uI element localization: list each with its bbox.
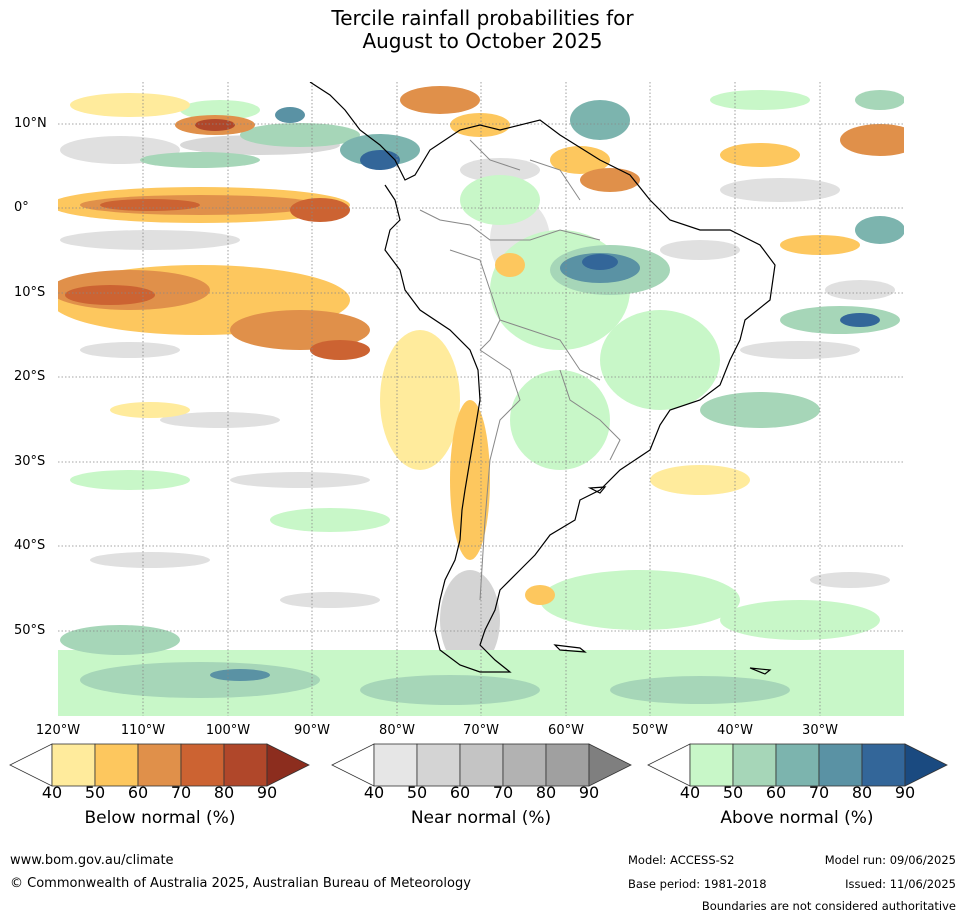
lat-label-30s: 30°S (14, 454, 46, 469)
lon-label-100w: 100°W (205, 723, 251, 738)
tick-label: 50 (84, 783, 106, 802)
tick-label: 50 (406, 783, 428, 802)
tick-label: 80 (213, 783, 235, 802)
lat-label-10n: 10°N (14, 116, 47, 131)
tick-label: 60 (765, 783, 787, 802)
lat-label-10s: 10°S (14, 285, 46, 300)
title-line-1: Tercile rainfall probabilities for (331, 6, 634, 30)
lon-label-90w: 90°W (294, 723, 330, 738)
tick-label: 50 (722, 783, 744, 802)
lon-label-30w: 30°W (802, 723, 838, 738)
colorbar-near-title: Near normal (%) (410, 808, 552, 828)
footer-issued: Issued: 11/06/2025 (845, 877, 956, 891)
footer-model: Model: ACCESS-S2 (628, 853, 735, 867)
lat-label-0: 0° (14, 200, 29, 215)
tick-label: 40 (363, 783, 385, 802)
footer-base-period: Base period: 1981-2018 (628, 877, 767, 891)
tick-label: 40 (41, 783, 63, 802)
tick-label: 90 (578, 783, 600, 802)
tick-label: 60 (449, 783, 471, 802)
lat-label-50s: 50°S (14, 623, 46, 638)
colorbar-above-title: Above normal (%) (720, 808, 874, 828)
lat-label-40s: 40°S (14, 538, 46, 553)
coastline (309, 82, 776, 675)
lon-label-50w: 50°W (632, 723, 668, 738)
tick-label: 90 (256, 783, 278, 802)
tick-label: 70 (170, 783, 192, 802)
tick-label: 40 (679, 783, 701, 802)
tick-label: 60 (127, 783, 149, 802)
lon-label-40w: 40°W (717, 723, 753, 738)
tick-label: 80 (535, 783, 557, 802)
title-line-2: August to October 2025 (362, 29, 603, 53)
lat-label-20s: 20°S (14, 369, 46, 384)
lon-label-120w: 120°W (35, 723, 81, 738)
lon-label-60w: 60°W (548, 723, 584, 738)
gridlines (58, 82, 904, 716)
colorbar-near (331, 743, 632, 787)
colorbar-below-title: Below normal (%) (84, 808, 236, 828)
borders (419, 139, 621, 601)
tick-label: 70 (492, 783, 514, 802)
footer-copyright: © Commonwealth of Australia 2025, Austra… (10, 876, 471, 891)
tick-label: 90 (894, 783, 916, 802)
colorbar-below (9, 743, 310, 787)
colorbar-above (647, 743, 948, 787)
tick-label: 80 (851, 783, 873, 802)
lon-label-80w: 80°W (379, 723, 415, 738)
lon-label-70w: 70°W (463, 723, 499, 738)
lon-label-110w: 110°W (120, 723, 166, 738)
footer-disclaimer: Boundaries are not considered authoritat… (701, 899, 956, 913)
footer-url: www.bom.gov.au/climate (10, 853, 174, 868)
tick-label: 70 (808, 783, 830, 802)
footer-model-run: Model run: 09/06/2025 (824, 853, 956, 867)
